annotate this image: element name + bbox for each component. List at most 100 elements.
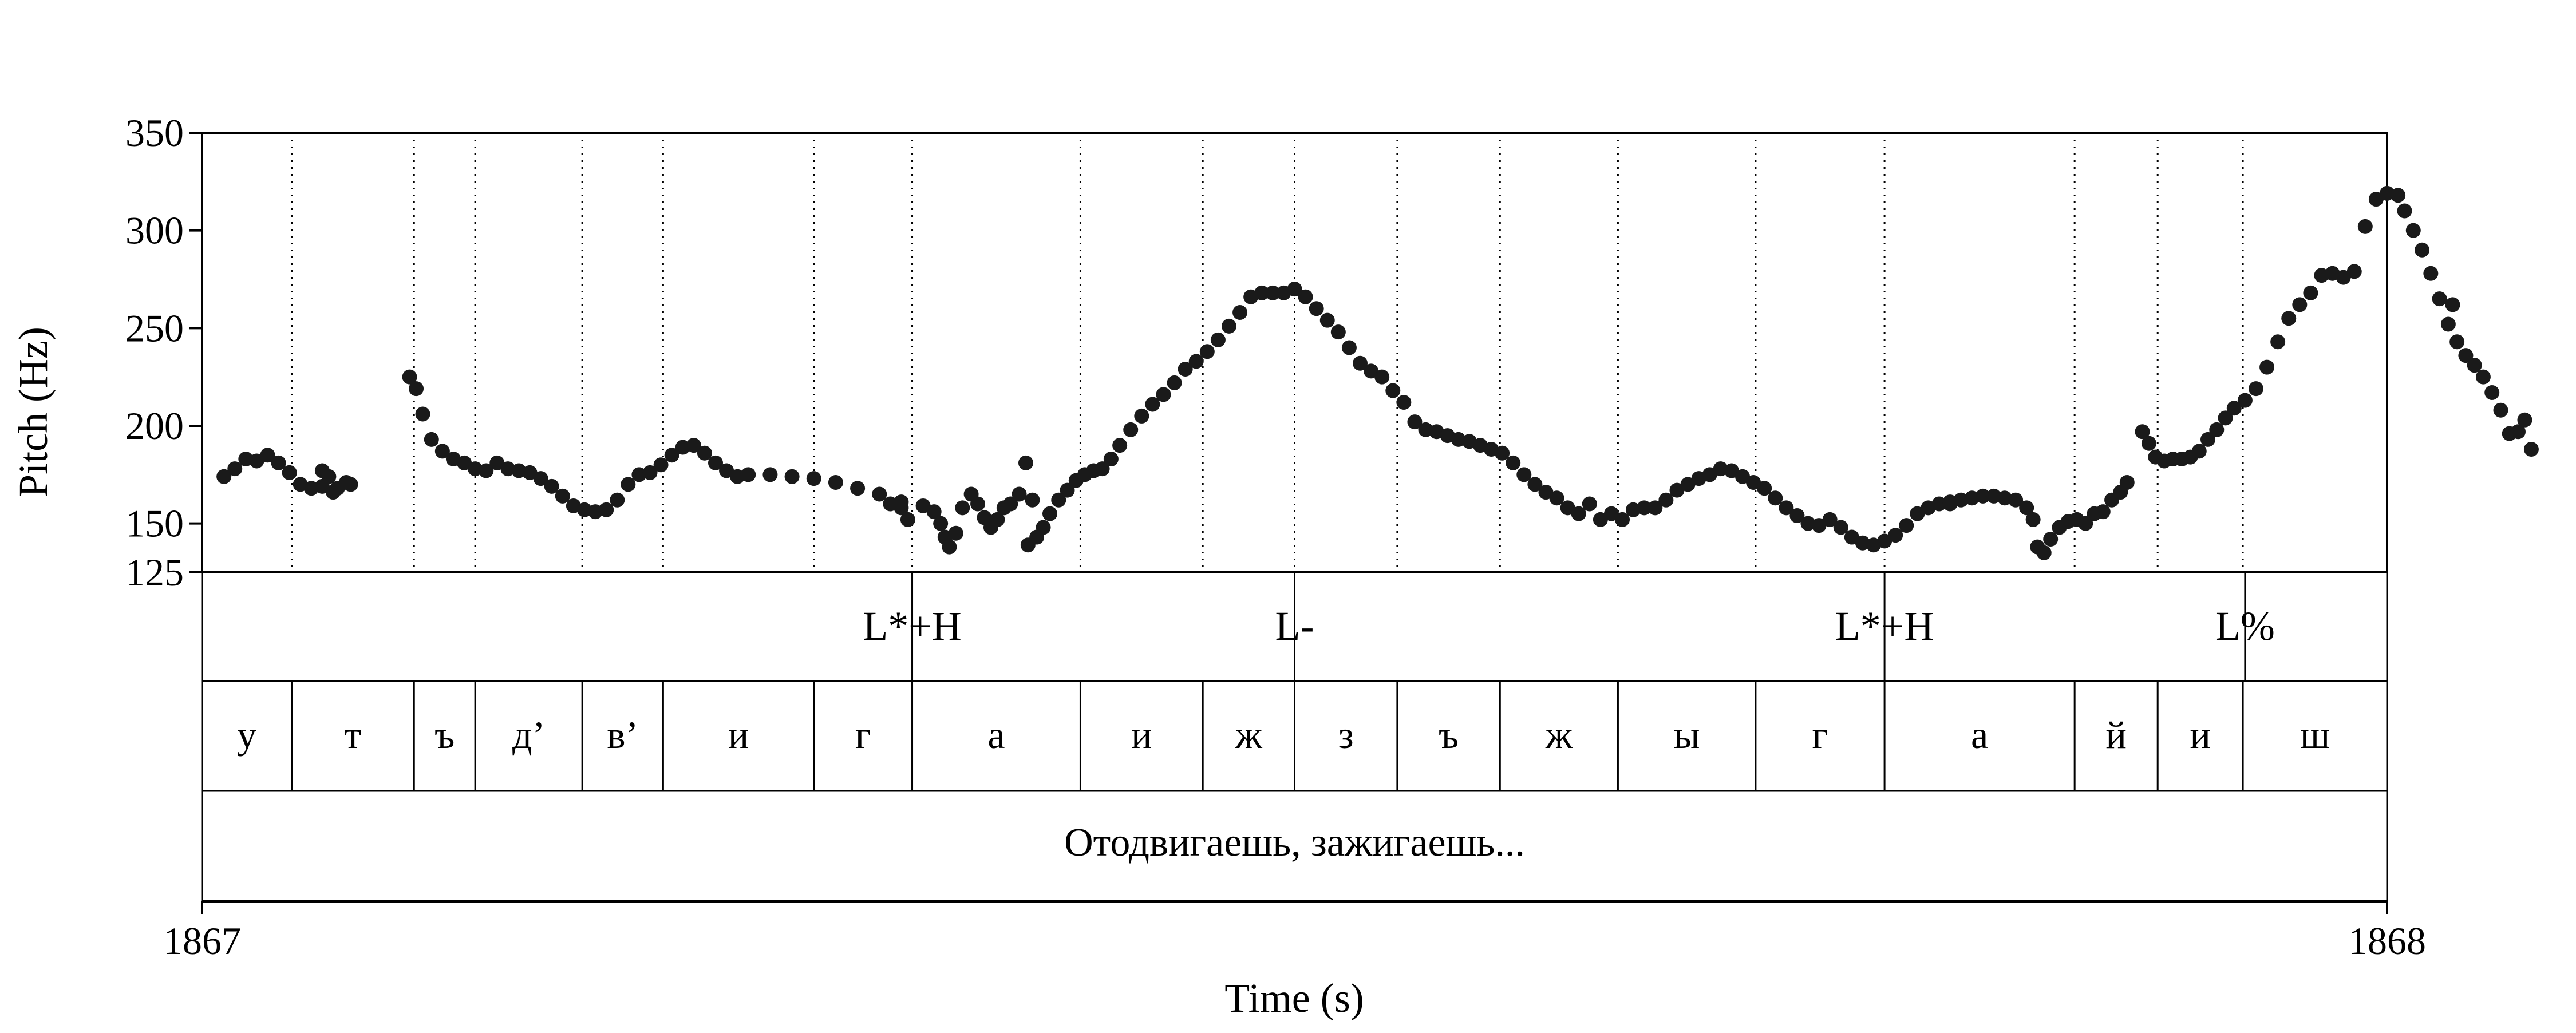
pitch-point [321,469,337,484]
pitch-point [424,432,439,447]
pitch-point [1658,492,1674,508]
pitch-point [762,467,778,482]
pitch-point [1178,362,1193,377]
pitch-point [2517,412,2532,428]
segment-label: ш [2300,713,2330,757]
pitch-point [806,471,821,486]
pitch-point [2523,441,2539,457]
pitch-point [2019,500,2034,516]
x-axis-title: Time (s) [1224,975,1364,1021]
tone-label: L*+H [863,603,962,649]
pitch-points [216,185,2539,560]
pitch-point [1757,481,1772,496]
pitch-point [1527,477,1543,492]
pitch-point [1669,482,1685,498]
y-tick-label: 300 [125,209,184,252]
pitch-point [1385,383,1401,398]
pitch-point [2397,203,2412,219]
pitch-point [610,492,625,508]
pitch-point [828,474,843,490]
pitch-point [1888,528,1903,543]
segment-label: и [728,713,749,757]
pitch-point [955,500,970,516]
tone-label: L% [2215,603,2275,649]
pitch-point [2467,358,2482,373]
pitch-point [409,381,424,397]
pitch-point [415,406,430,422]
pitch-point [621,477,636,492]
segment-label: и [1131,713,1152,757]
pitch-point [1287,282,1302,297]
pitch-point [2336,270,2351,285]
pitch-point [2078,516,2093,531]
pitch-point [1571,506,1586,521]
pitch-point [1374,369,1390,385]
phrase-label: Отодвигаешь, зажигаешь... [1064,821,1525,865]
pitch-point [1353,355,1368,371]
pitch-point [933,516,949,531]
pitch-point [2346,264,2362,279]
pitch-point [2405,223,2421,238]
pitch-point [1407,414,1423,430]
pitch-point [2119,474,2135,490]
pitch-point [2226,401,2242,416]
pitch-point [664,448,679,463]
pitch-point [1899,518,1914,533]
pitch-point [1975,488,1990,504]
pitch-point [1724,463,1739,478]
pitch-point [457,455,472,470]
y-tick-label: 350 [125,111,184,155]
pitch-point [1844,529,1859,545]
pitch-point [2484,385,2500,400]
segment-label: а [987,713,1005,757]
y-tick-label: 250 [125,306,184,350]
pitch-point [653,457,669,473]
pitch-point [544,478,559,494]
pitch-point [1746,474,1761,490]
pitch-point [2259,359,2275,375]
pitch-point [948,525,963,541]
pitch-point [1702,467,1717,482]
pitch-point [2218,410,2233,426]
pitch-point [1822,512,1838,527]
pitch-point [1095,461,1110,477]
pitch-point [2368,192,2384,207]
pitch-point [1768,490,1783,506]
tone-label: L*+H [1835,603,1934,649]
pitch-point [1265,285,1281,300]
pitch-point [260,448,275,463]
pitch-point [479,463,494,478]
pitch-point [990,512,1005,527]
pitch-point [1516,467,1532,482]
pitch-point [2008,492,2024,508]
pitch-point [872,486,887,502]
pitch-point [2025,512,2041,527]
pitch-point [926,504,942,520]
pitch-point [1735,469,1750,484]
segment-label: ъ [1439,713,1459,757]
pitch-point [1506,455,1521,470]
tone-label: L- [1275,603,1314,649]
tier-labels: L*+H L- L*+H L% у т ъ д’ в’ и г а и ж з ъ ж ы г а й и ш Отодвиг… [237,603,2330,865]
pitch-point [2135,424,2150,440]
pitch-point [2237,393,2253,408]
pitch-point [900,512,915,527]
pitch-point [686,438,701,453]
pitch-point [2475,369,2491,385]
pitch-point [2036,545,2052,560]
segment-label: в’ [607,713,638,757]
pitch-point [1779,500,1794,516]
pitch-point [1330,324,1346,340]
pitch-point [1042,506,1057,521]
pitch-point [1060,482,1075,498]
pitch-point [915,498,931,513]
pitch-point [1637,500,1652,516]
y-axis-title: Pitch (Hz) [10,327,56,497]
pitch-point [2270,334,2286,350]
pitch-point [2209,422,2225,437]
pitch-point [489,455,505,470]
pitch-point [1003,496,1018,512]
y-tick-label: 125 [125,551,184,594]
segment-label: и [2190,713,2210,757]
pitch-point [402,369,417,385]
